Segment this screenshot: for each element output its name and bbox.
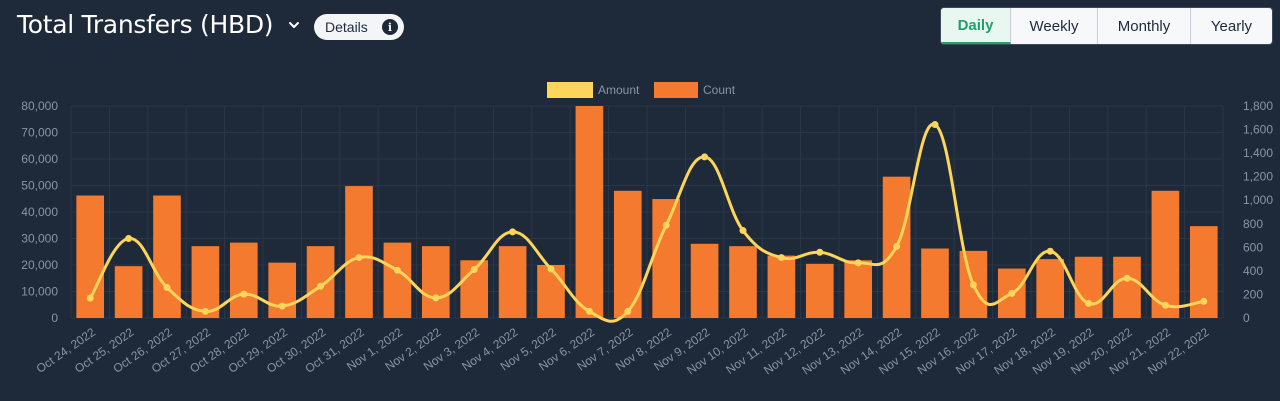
right-axis-tick-label: 800: [1243, 217, 1263, 231]
amount-point: [470, 266, 478, 274]
count-bar: [805, 263, 834, 318]
left-axis-tick-label: 80,000: [21, 99, 58, 113]
amount-point: [662, 221, 670, 229]
tab-daily[interactable]: Daily: [941, 8, 1011, 44]
right-axis-tick-label: 1,400: [1243, 146, 1273, 160]
count-bar: [383, 242, 412, 318]
left-axis-tick-label: 70,000: [21, 126, 58, 140]
left-axis-tick-label: 10,000: [21, 285, 58, 299]
amount-point: [547, 265, 555, 273]
amount-point: [240, 290, 248, 298]
count-bar: [191, 246, 220, 318]
right-axis-tick-label: 200: [1243, 287, 1263, 301]
count-bar: [1113, 256, 1141, 318]
amount-point: [125, 235, 133, 242]
amount-point: [931, 121, 939, 129]
right-axis-tick-label: 0: [1243, 311, 1250, 325]
count-bar: [153, 195, 181, 318]
count-bar: [1036, 259, 1065, 318]
count-bar: [229, 242, 258, 318]
tab-monthly[interactable]: Monthly: [1098, 8, 1191, 44]
count-bar: [345, 186, 373, 318]
period-tabs: Daily Weekly Monthly Yearly: [940, 7, 1273, 45]
right-axis-tick-label: 1,000: [1243, 193, 1273, 207]
count-bar: [1074, 256, 1103, 318]
amount-point: [1046, 247, 1054, 255]
info-icon: i: [382, 19, 398, 35]
amount-point: [278, 302, 286, 310]
amount-point: [163, 284, 171, 292]
amount-point: [585, 307, 593, 315]
left-axis-tick-label: 60,000: [21, 152, 58, 166]
left-axis-tick-label: 50,000: [21, 179, 58, 193]
left-axis-tick-label: 30,000: [21, 232, 58, 246]
amount-point: [777, 254, 785, 262]
amount-point: [432, 294, 440, 302]
right-axis-tick-label: 1,200: [1243, 170, 1273, 184]
count-bar: [652, 199, 681, 318]
amount-point: [893, 242, 901, 250]
amount-point: [86, 294, 94, 302]
tab-yearly[interactable]: Yearly: [1210, 17, 1253, 35]
amount-point: [816, 248, 824, 256]
amount-point: [509, 228, 517, 236]
legend-count-label: Count: [703, 83, 736, 97]
amount-point: [317, 282, 325, 290]
tab-weekly[interactable]: Weekly: [1011, 8, 1098, 44]
amount-point: [624, 307, 632, 315]
count-bar: [690, 243, 719, 318]
count-bar: [498, 246, 527, 318]
count-bar: [767, 255, 796, 318]
count-bar: [114, 266, 143, 318]
amount-point: [854, 259, 862, 267]
amount-point: [969, 281, 977, 289]
right-axis-tick-label: 1,600: [1243, 123, 1273, 137]
count-bar: [844, 260, 873, 318]
count-bar: [921, 248, 949, 318]
legend-amount-label: Amount: [598, 83, 640, 97]
amount-point: [1085, 299, 1093, 307]
legend-count-swatch: [654, 82, 698, 98]
count-bar: [268, 262, 297, 318]
count-bar: [729, 246, 757, 318]
legend-amount-swatch: [547, 82, 593, 98]
left-axis-tick-label: 20,000: [21, 258, 58, 272]
right-axis-tick-label: 600: [1243, 240, 1263, 254]
amount-point: [201, 307, 209, 315]
amount-point: [393, 266, 401, 274]
count-bar: [575, 106, 604, 318]
chevron-down-icon[interactable]: [287, 18, 301, 32]
amount-point: [739, 227, 747, 235]
details-label: Details: [325, 19, 368, 35]
count-bar: [421, 246, 450, 318]
amount-point: [1008, 289, 1016, 297]
left-axis-tick-label: 40,000: [21, 205, 58, 219]
right-axis-tick-label: 1,800: [1243, 99, 1273, 113]
header: Total Transfers (HBD) Details i Daily We…: [0, 0, 1280, 56]
amount-point: [355, 254, 363, 262]
page-title: Total Transfers (HBD): [17, 10, 274, 39]
count-bar: [306, 246, 335, 318]
count-bar: [1151, 190, 1180, 318]
count-bar: [537, 265, 565, 318]
left-axis-tick-label: 0: [51, 311, 58, 325]
right-axis-tick-label: 400: [1243, 264, 1263, 278]
amount-point: [1123, 274, 1131, 282]
amount-point: [1200, 297, 1208, 305]
details-button[interactable]: Details i: [314, 14, 404, 40]
amount-point: [701, 153, 709, 161]
amount-point: [1161, 301, 1169, 309]
